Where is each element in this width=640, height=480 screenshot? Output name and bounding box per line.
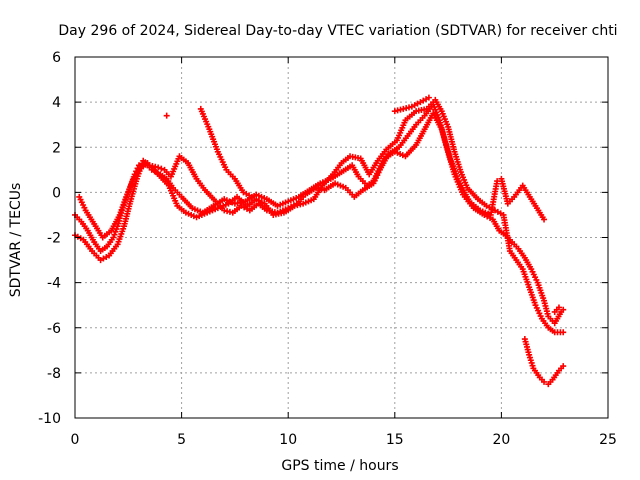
- y-tick-label: 0: [52, 185, 61, 201]
- y-tick-label: -8: [47, 366, 61, 382]
- chart-title: Day 296 of 2024, Sidereal Day-to-day VTE…: [58, 23, 617, 39]
- y-tick-label: 6: [52, 50, 61, 66]
- y-tick-label: 4: [52, 95, 61, 111]
- data-point: [155, 164, 162, 171]
- grid-lines: [75, 57, 608, 418]
- y-tick-labels: -10 -8 -6 -4 -2 0 2 4 6: [38, 50, 61, 427]
- data-point-fill: [112, 228, 119, 235]
- x-tick-label: 15: [386, 432, 404, 448]
- y-tick-label: -6: [47, 321, 61, 337]
- y-tick-label: -4: [47, 276, 61, 292]
- data-point: [110, 234, 117, 241]
- data-point-fill: [158, 165, 165, 172]
- y-tick-label: -10: [38, 411, 61, 427]
- data-point: [555, 304, 562, 311]
- data-point: [425, 94, 432, 101]
- data-point: [541, 378, 548, 385]
- data-point-fill: [111, 231, 118, 238]
- data-point: [163, 112, 170, 119]
- y-axis-label: SDTVAR / TECUs: [8, 183, 24, 298]
- x-axis-label: GPS time / hours: [281, 458, 398, 474]
- x-tick-labels: 0 5 10 15 20 25: [71, 432, 617, 448]
- axis-ticks: [74, 56, 609, 419]
- x-tick-label: 20: [492, 432, 510, 448]
- y-tick-label: 2: [52, 140, 61, 156]
- x-tick-label: 25: [599, 432, 617, 448]
- x-tick-label: 0: [71, 432, 80, 448]
- data-point: [248, 193, 255, 200]
- data-point: [541, 216, 548, 223]
- x-tick-label: 5: [177, 432, 186, 448]
- data-point: [560, 329, 567, 336]
- data-points: [72, 94, 567, 388]
- data-point: [560, 363, 567, 370]
- data-point: [560, 306, 567, 313]
- x-tick-label: 10: [279, 432, 297, 448]
- y-tick-label: -2: [47, 231, 61, 247]
